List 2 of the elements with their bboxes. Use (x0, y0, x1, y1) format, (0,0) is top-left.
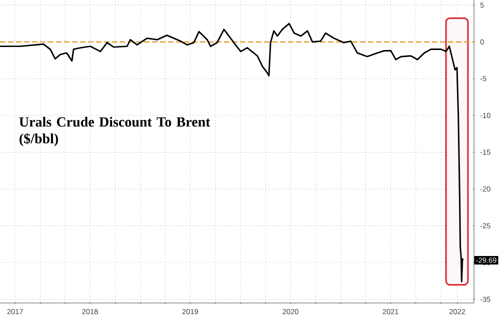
line-series (0, 22, 464, 282)
text: Urals Crude Discount To Brent ($/bbl) (19, 116, 210, 146)
